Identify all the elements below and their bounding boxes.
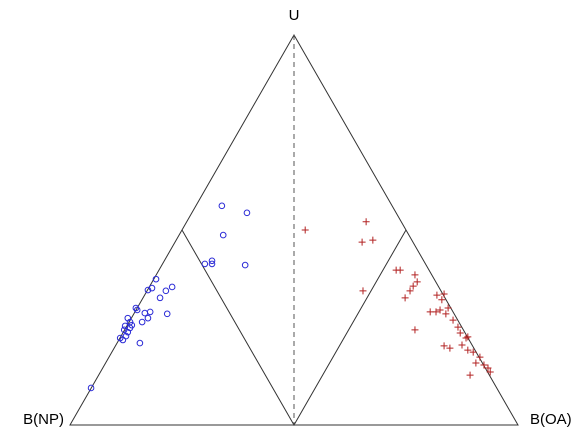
point xyxy=(208,257,216,265)
point xyxy=(241,261,249,269)
point xyxy=(87,384,95,392)
vertex-label-left: B(NP) xyxy=(23,411,64,428)
point xyxy=(440,342,448,350)
point xyxy=(132,304,140,312)
point xyxy=(136,339,144,347)
point xyxy=(243,209,251,217)
point xyxy=(440,290,448,298)
point xyxy=(401,294,409,302)
point xyxy=(148,284,156,292)
point xyxy=(464,333,472,341)
point xyxy=(301,226,309,234)
point xyxy=(411,326,419,334)
point xyxy=(464,346,472,354)
point xyxy=(168,283,176,291)
point xyxy=(208,260,216,268)
point xyxy=(462,334,470,342)
point xyxy=(369,236,377,244)
point xyxy=(466,371,474,379)
point xyxy=(138,318,146,326)
point xyxy=(146,308,154,316)
point xyxy=(156,294,164,302)
point xyxy=(458,341,466,349)
point xyxy=(484,364,492,372)
point xyxy=(116,334,124,342)
point xyxy=(219,231,227,239)
point xyxy=(432,308,440,316)
point xyxy=(409,282,417,290)
point xyxy=(469,348,477,356)
point xyxy=(141,309,149,317)
point xyxy=(163,310,171,318)
vertex-label-right: B(OA) xyxy=(530,411,572,428)
point xyxy=(201,260,209,268)
point xyxy=(476,353,484,361)
point xyxy=(162,287,170,295)
point xyxy=(144,314,152,322)
point xyxy=(444,304,452,312)
point xyxy=(411,271,419,279)
point xyxy=(406,287,414,295)
point xyxy=(218,202,226,210)
point xyxy=(436,306,444,314)
point xyxy=(359,287,367,295)
point xyxy=(358,238,366,246)
point xyxy=(152,275,160,283)
point xyxy=(121,322,129,330)
point xyxy=(362,218,370,226)
point xyxy=(472,359,480,367)
point xyxy=(438,296,446,304)
point xyxy=(449,316,457,324)
point xyxy=(433,291,441,299)
point xyxy=(396,266,404,274)
point xyxy=(486,368,494,376)
point xyxy=(144,286,152,294)
point xyxy=(456,329,464,337)
point xyxy=(120,326,128,334)
point xyxy=(122,332,130,340)
point xyxy=(413,278,421,286)
point xyxy=(480,361,488,369)
point xyxy=(446,344,454,352)
point xyxy=(124,314,132,322)
point xyxy=(454,323,462,331)
point xyxy=(442,310,450,318)
vertex-label-top: U xyxy=(289,7,300,24)
